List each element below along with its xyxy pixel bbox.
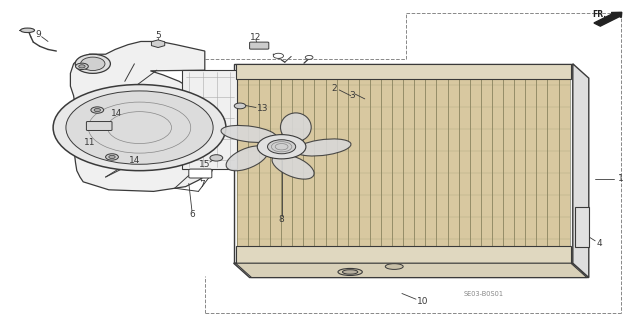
Circle shape xyxy=(53,85,226,171)
Circle shape xyxy=(106,154,118,160)
Text: SE03-B0S01: SE03-B0S01 xyxy=(463,291,503,297)
Ellipse shape xyxy=(280,113,311,142)
Text: 1: 1 xyxy=(618,174,623,183)
Ellipse shape xyxy=(221,125,276,143)
Ellipse shape xyxy=(296,139,351,156)
Text: FR.: FR. xyxy=(593,10,607,19)
Circle shape xyxy=(273,53,284,58)
Polygon shape xyxy=(70,41,218,191)
Ellipse shape xyxy=(385,263,403,269)
Text: 14: 14 xyxy=(129,156,140,165)
Circle shape xyxy=(109,155,115,159)
Text: 3: 3 xyxy=(349,91,355,100)
Text: 6: 6 xyxy=(189,210,195,219)
Polygon shape xyxy=(234,64,573,263)
Circle shape xyxy=(79,65,85,68)
Circle shape xyxy=(257,135,306,159)
Bar xyxy=(236,64,571,79)
Circle shape xyxy=(268,140,296,154)
Bar xyxy=(575,207,589,247)
Bar xyxy=(237,79,570,246)
Text: 2: 2 xyxy=(332,84,337,93)
Circle shape xyxy=(94,108,100,112)
Polygon shape xyxy=(234,263,589,278)
Text: 14: 14 xyxy=(111,109,122,118)
Ellipse shape xyxy=(342,270,358,274)
Text: 5: 5 xyxy=(156,31,161,40)
Ellipse shape xyxy=(76,54,111,73)
Text: 4: 4 xyxy=(597,239,602,248)
Circle shape xyxy=(210,155,223,161)
FancyBboxPatch shape xyxy=(86,122,112,130)
Circle shape xyxy=(76,63,88,70)
Bar xyxy=(182,70,237,169)
Text: 12: 12 xyxy=(250,33,262,42)
Text: 9: 9 xyxy=(36,30,41,39)
FancyBboxPatch shape xyxy=(189,169,212,178)
Text: 7: 7 xyxy=(199,180,204,189)
Bar xyxy=(236,246,571,263)
Text: 14: 14 xyxy=(90,65,102,74)
Circle shape xyxy=(305,56,313,59)
Text: 11: 11 xyxy=(84,138,95,147)
Polygon shape xyxy=(573,64,589,278)
Polygon shape xyxy=(236,263,587,278)
Text: 8: 8 xyxy=(279,215,284,224)
Text: 15: 15 xyxy=(199,160,211,169)
Circle shape xyxy=(91,107,104,113)
Ellipse shape xyxy=(20,28,35,33)
Circle shape xyxy=(234,103,246,109)
Ellipse shape xyxy=(81,57,105,70)
Ellipse shape xyxy=(226,146,268,171)
Ellipse shape xyxy=(338,269,362,276)
Circle shape xyxy=(66,91,213,164)
FancyBboxPatch shape xyxy=(250,42,269,49)
FancyArrow shape xyxy=(594,12,621,26)
Text: 10: 10 xyxy=(417,297,428,306)
Ellipse shape xyxy=(272,154,314,179)
Text: 13: 13 xyxy=(257,104,268,113)
